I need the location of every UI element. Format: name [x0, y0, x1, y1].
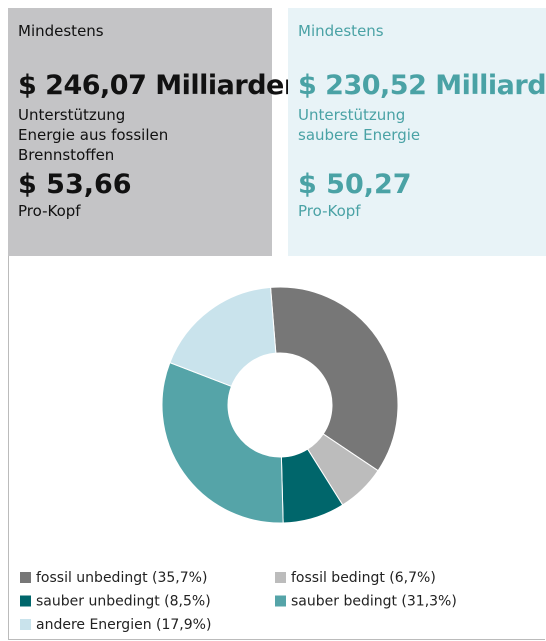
description-line: Unterstützung [298, 106, 406, 124]
stat-panel: Mindestens $ 246,07 Milliarden Unterstützu… [8, 8, 303, 256]
chart-frame [8, 256, 545, 640]
legend-label: fossil bedingt (6,7%) [291, 570, 436, 586]
legend-swatch [275, 572, 286, 583]
legend-swatch [20, 595, 31, 607]
total-amount: $ 246,07 Milliarden [18, 70, 303, 101]
pie-slice [270, 286, 399, 472]
pie-slice [169, 286, 277, 387]
description-line: saubere Energie [298, 126, 421, 144]
stat-panel: Mindestens $ 230,52 Milliarden Unterstützu… [288, 8, 546, 256]
per-capita-amount: $ 53,66 [18, 169, 132, 200]
description: Unterstützung Energie aus fossilen Brennst… [18, 105, 262, 167]
legend-label: sauber unbedingt (8,5%) [36, 594, 211, 610]
panel-label: Mindestens [298, 22, 384, 40]
legend-swatch [20, 619, 31, 630]
description-line: Energie aus fossilen [18, 126, 169, 144]
legend-swatch [275, 595, 286, 607]
description-line: Brennstoffen [18, 146, 115, 164]
legend-label: fossil unbedingt (35,7%) [36, 570, 207, 586]
panel-label: Mindestens [18, 22, 104, 40]
description-line: Unterstützung [18, 106, 126, 124]
legend-label: sauber bedingt (31,3%) [291, 594, 457, 610]
pie-slice [161, 361, 284, 524]
legend-label: andere Energien (17,9%) [36, 617, 211, 633]
legend-swatch [20, 572, 31, 583]
per-capita-label: Pro-Kopf [298, 202, 361, 220]
per-capita-label: Pro-Kopf [18, 202, 81, 220]
per-capita-amount: $ 50,27 [298, 169, 412, 200]
description: Unterstützung saubere Energie [298, 105, 536, 167]
total-amount: $ 230,52 Milliarden [298, 70, 546, 101]
